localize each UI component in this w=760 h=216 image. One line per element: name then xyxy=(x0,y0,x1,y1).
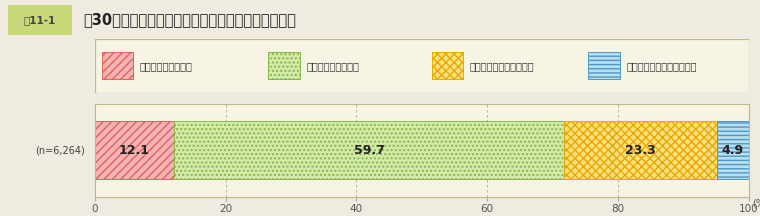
Text: 23.3: 23.3 xyxy=(625,144,656,157)
Text: (n=6,264): (n=6,264) xyxy=(36,145,85,155)
Text: 概ね評価されている: 概ね評価されている xyxy=(306,61,359,71)
Text: 4.9: 4.9 xyxy=(721,144,743,157)
Text: ほとんど評価されていない: ほとんど評価されていない xyxy=(626,61,697,71)
FancyBboxPatch shape xyxy=(2,3,78,37)
Text: 十分評価されている: 十分評価されている xyxy=(139,61,192,71)
FancyBboxPatch shape xyxy=(268,52,299,79)
Text: 、30代職員調査】仕事が評価されていると感じるか: 、30代職員調査】仕事が評価されていると感じるか xyxy=(83,12,296,27)
FancyBboxPatch shape xyxy=(102,52,133,79)
Bar xyxy=(564,121,717,179)
Text: 59.7: 59.7 xyxy=(353,144,385,157)
FancyBboxPatch shape xyxy=(95,39,749,93)
Bar xyxy=(717,121,749,179)
Text: 12.1: 12.1 xyxy=(119,144,150,157)
Bar xyxy=(95,121,174,179)
Bar xyxy=(174,121,564,179)
FancyBboxPatch shape xyxy=(432,52,463,79)
FancyBboxPatch shape xyxy=(588,52,620,79)
Text: 図11-1: 図11-1 xyxy=(24,15,56,25)
Text: あまり評価されていない: あまり評価されていない xyxy=(470,61,534,71)
Text: (%): (%) xyxy=(752,199,760,209)
